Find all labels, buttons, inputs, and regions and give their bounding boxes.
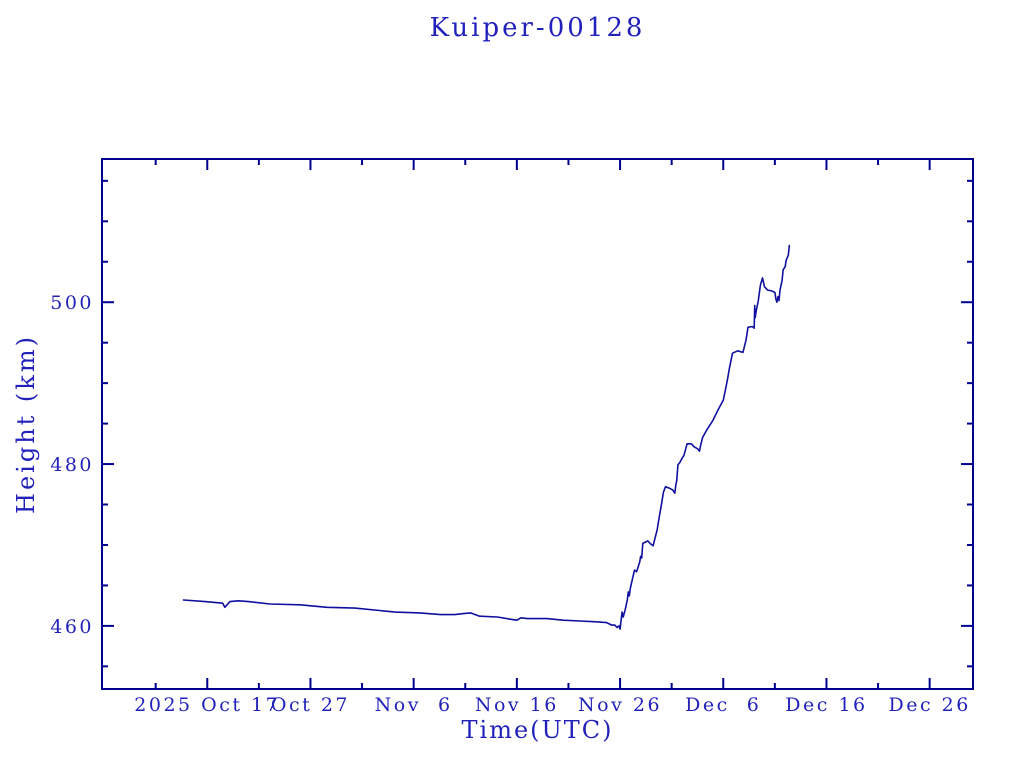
x-axis-tick-label: Dec 26 — [888, 694, 970, 716]
x-axis-tick-label: 2025 Oct 17 — [134, 694, 280, 716]
x-axis-label: Time(UTC) — [461, 716, 614, 744]
x-axis-tick-label: Dec 16 — [785, 694, 867, 716]
x-axis-tick-label: Dec 6 — [685, 694, 761, 716]
y-axis-tick-label: 480 — [50, 454, 94, 476]
y-axis-tick-label: 500 — [50, 292, 94, 314]
chart-title: Kuiper-00128 — [429, 13, 646, 43]
x-axis-tick-label: Oct 27 — [271, 694, 350, 716]
height-curve — [182, 244, 791, 630]
y-axis-tick-label: 460 — [50, 616, 94, 638]
plot-frame — [101, 158, 974, 690]
x-axis-tick-label: Nov 16 — [475, 694, 559, 716]
x-axis-tick-label: Nov 26 — [578, 694, 662, 716]
x-axis-tick-label: Nov 6 — [375, 694, 453, 716]
